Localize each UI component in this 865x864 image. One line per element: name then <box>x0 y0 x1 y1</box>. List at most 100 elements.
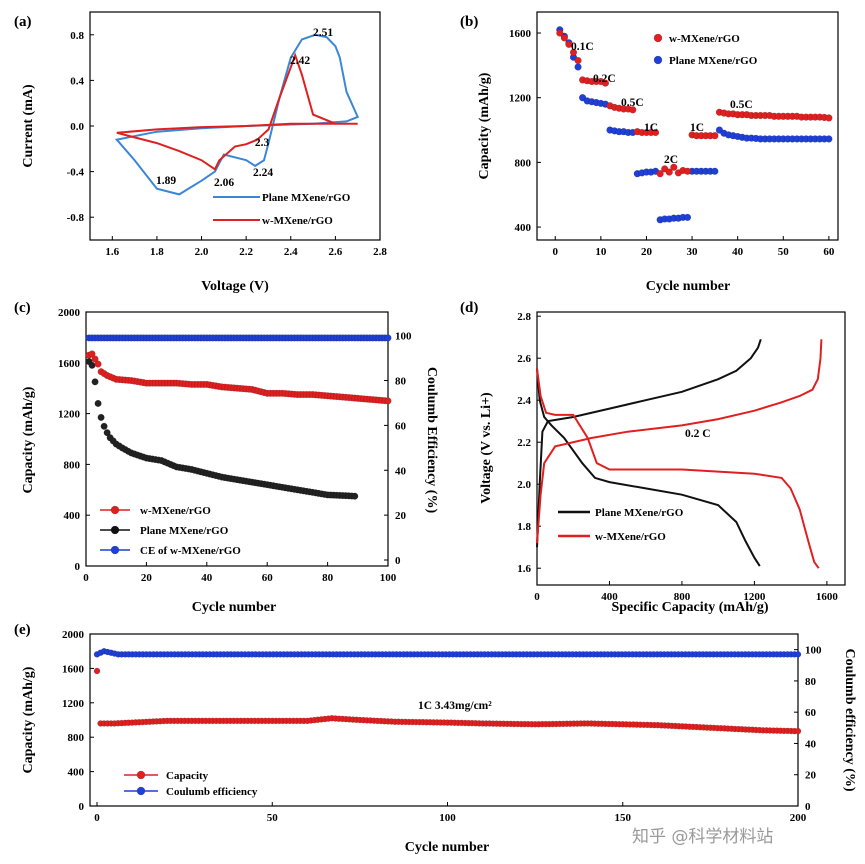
panel-a-x-tick-label: 2.6 <box>329 246 343 258</box>
panel-a-x-tick-label: 2.0 <box>195 246 209 258</box>
panel-e-x-tick-label: 150 <box>615 812 632 824</box>
panel-c-y-tick-label: 0 <box>75 561 81 573</box>
panel-a-legend-w-text: w-MXene/rGO <box>262 215 333 227</box>
panel-a-y-tick-label: 0.0 <box>70 121 84 133</box>
panel-c-x-tick-label: 100 <box>380 572 397 584</box>
panel-e-x-tick-label: 100 <box>439 812 456 824</box>
panel-c-x-tick-label: 80 <box>322 572 334 584</box>
panel-a-y-tick-label: 0.4 <box>70 75 84 87</box>
panel-d-y-tick-label: 2.6 <box>517 353 531 365</box>
panel-e-x-tick-label: 200 <box>790 812 807 824</box>
panel-b-w-point <box>601 79 610 87</box>
panel-c-plane-point <box>103 429 111 437</box>
panel-b-w-point <box>556 29 564 37</box>
panel-a-y-tick-label: -0.8 <box>67 212 85 224</box>
panel-e-ylabel: Capacity (mAh/g) <box>21 666 36 773</box>
panel-d-y-tick-label: 2.4 <box>517 395 531 407</box>
panel-e-y2label: Coulumb efficiency (%) <box>842 648 857 791</box>
panel-e-x-tick-label: 50 <box>267 812 279 824</box>
panel-a-peak-label: 2.51 <box>313 27 333 39</box>
panel-b-label: (b) <box>460 14 478 30</box>
panel-c-legend-text: CE of w-MXene/rGO <box>140 545 241 557</box>
panel-b-x-tick-label: 50 <box>778 246 790 258</box>
panel-b-plane-point <box>711 167 719 175</box>
panel-c-plane-point <box>351 492 359 500</box>
panel-e-capacity-point <box>93 667 101 675</box>
panel-c-x-tick-label: 40 <box>201 572 213 584</box>
panel-d-x-tick-label: 400 <box>601 591 618 603</box>
panel-b-legend-w-marker <box>653 33 663 43</box>
panel-e-y-tick-label: 800 <box>68 732 85 744</box>
panel-c-x-tick-label: 0 <box>83 572 89 584</box>
panel-a-legend-plane-text: Plane MXene/rGO <box>262 192 351 204</box>
panel-a-x-tick-label: 2.8 <box>373 246 387 258</box>
panel-c-legend-marker <box>110 545 120 555</box>
panel-b-x-tick-label: 20 <box>641 246 653 258</box>
panel-b-w-point <box>825 114 833 122</box>
panel-a-peak-label: 2.42 <box>290 55 310 67</box>
panel-c-ylabel: Capacity (mAh/g) <box>21 386 36 493</box>
panel-e-legend-text: Coulumb efficiency <box>166 786 258 798</box>
panel-b-rate-label: 0.5C <box>730 99 753 111</box>
panel-b-w-point <box>665 168 673 176</box>
panel-e-y2-tick-label: 80 <box>805 676 817 688</box>
panel-e-capacity-point <box>794 727 802 735</box>
panel-b-rate-label: 0.5C <box>621 97 644 109</box>
panel-e-y2-tick-label: 40 <box>805 738 817 750</box>
panel-b-xlabel: Cycle number <box>646 279 730 294</box>
panel-b-w-point <box>651 128 660 137</box>
panel-d-label: (d) <box>460 300 478 316</box>
panel-b-y-tick-label: 1600 <box>509 28 532 40</box>
watermark: 知乎 @科学材料站 <box>632 827 773 847</box>
panel-a-x-tick-label: 1.6 <box>105 246 119 258</box>
panel-e-long-cycling: 0 50 100 150 2000400800120016002000020406080… <box>14 622 857 855</box>
panel-a-series-plane-mxene-curve <box>114 33 360 196</box>
panel-e-y-tick-label: 400 <box>68 767 85 779</box>
panel-b-x-tick-label: 10 <box>595 246 607 258</box>
panel-a-x-tick-label: 2.4 <box>284 246 298 258</box>
panel-b-legend-w-text: w-MXene/rGO <box>669 33 740 45</box>
panel-d-y-tick-label: 2.2 <box>517 437 531 449</box>
panel-b-x-tick-label: 30 <box>687 246 699 258</box>
panel-e-legend-marker <box>136 770 146 780</box>
panel-b-w-point <box>711 132 719 140</box>
panel-e-y-tick-label: 1600 <box>62 663 85 675</box>
panel-b-w-point <box>574 56 582 65</box>
panel-d-xlabel: Specific Capacity (mAh/g) <box>611 600 768 615</box>
panel-a-peak-label: 1.89 <box>156 175 176 187</box>
panel-d-plane-mxene-discharge-curve <box>536 368 761 567</box>
panel-a-xlabel: Voltage (V) <box>201 279 269 294</box>
panel-e-xlabel: Cycle number <box>405 840 489 855</box>
panel-c-y2-tick-label: 0 <box>395 555 401 567</box>
panel-d-plane-mxene-charge-curve <box>536 338 762 548</box>
panel-d-y-tick-label: 1.8 <box>517 521 531 533</box>
panel-d-charge-discharge: 0 400 800 1200 1600 1.6 1.8 2.0 2.2 2.4 2.6 2.8 (d) S… <box>460 300 846 615</box>
panel-c-y2-tick-label: 60 <box>395 420 407 432</box>
panel-c-x-tick-label: 60 <box>262 572 274 584</box>
panel-c-xlabel: Cycle number <box>192 600 276 615</box>
panel-a-y-tick-label: 0.8 <box>70 30 84 42</box>
panel-b-w-point <box>670 163 678 171</box>
panel-e-legend-text: Capacity <box>166 770 209 782</box>
panel-c-w-point <box>384 397 392 405</box>
panel-c-y2label: Coulumb Efficiency (%) <box>424 367 439 514</box>
panel-d-legend-w-text: w-MXene/rGO <box>595 531 666 543</box>
panel-c-y-tick-label: 1600 <box>58 358 81 370</box>
panel-a-peak-label: 2.06 <box>214 177 234 189</box>
panel-d-x-tick-label: 1600 <box>816 591 839 603</box>
panel-c-x-tick-label: 20 <box>141 572 153 584</box>
panel-c-y2-tick-label: 80 <box>395 376 407 388</box>
panel-e-y-tick-label: 1200 <box>62 698 85 710</box>
panel-e-ce-point <box>794 651 802 658</box>
panel-b-rate-label: 1C <box>644 122 658 134</box>
panel-b-x-tick-label: 0 <box>552 246 558 258</box>
panel-c-plane-point <box>97 413 105 421</box>
panel-b-rate-label: 0.2C <box>593 73 616 85</box>
panel-b-axes-frame <box>536 11 839 241</box>
panel-a-label: (a) <box>14 14 32 30</box>
panel-b-y-tick-label: 1200 <box>509 93 532 105</box>
panel-a-x-tick-label: 2.2 <box>239 246 253 258</box>
panel-e-label: (e) <box>14 622 31 638</box>
panel-c-axes-frame <box>85 311 389 567</box>
